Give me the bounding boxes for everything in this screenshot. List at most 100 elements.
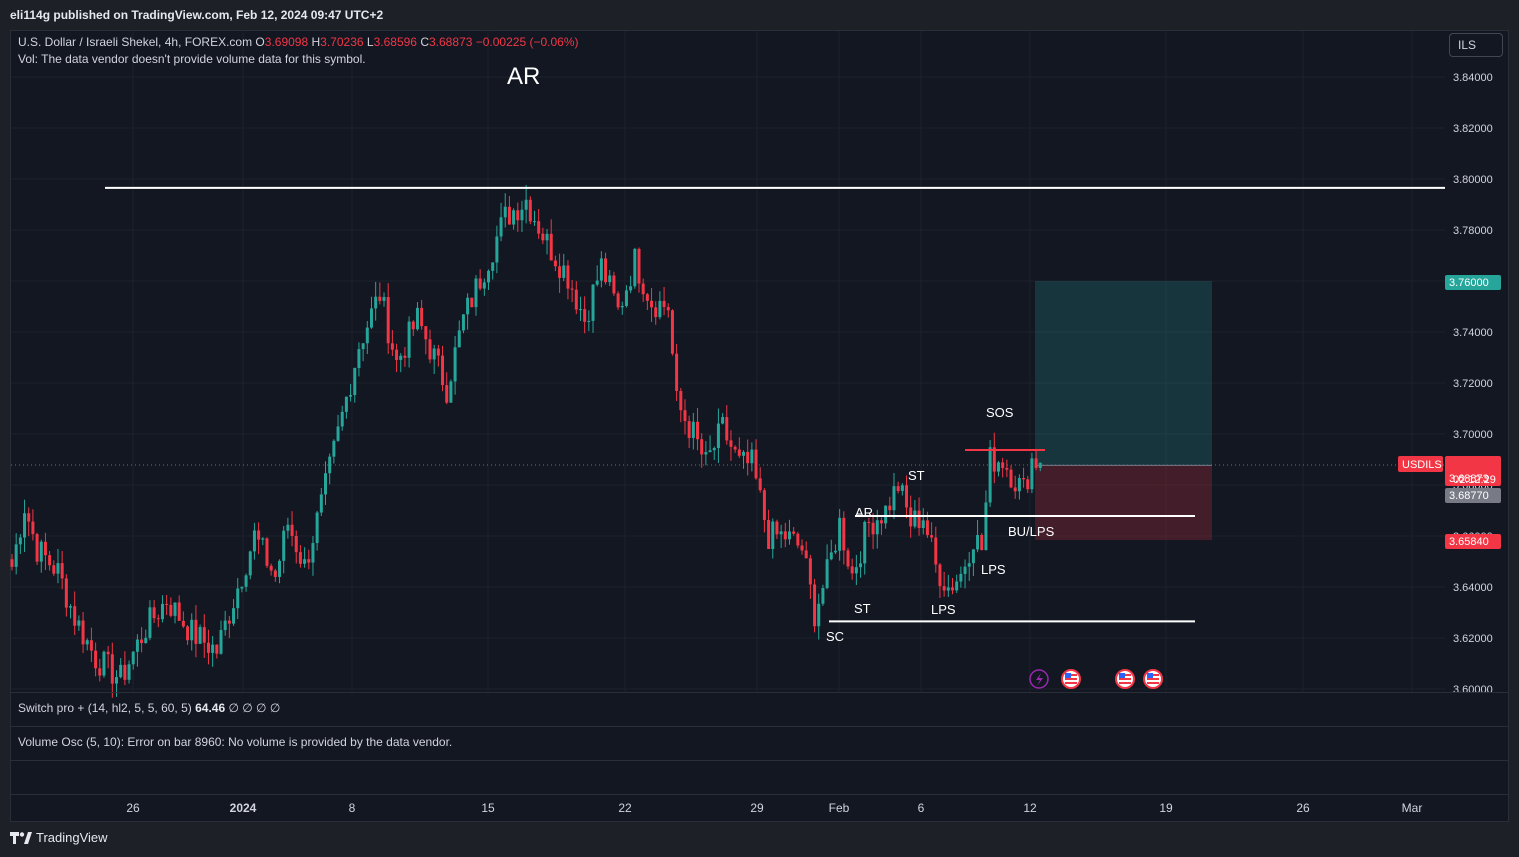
candle [683,399,687,435]
pane-separator[interactable] [10,692,1509,693]
candle [604,252,608,285]
x-tick-label: Mar [1402,801,1423,815]
candle [520,200,524,233]
x-tick-label: 26 [1296,801,1310,815]
candle [804,541,808,559]
candle-body [599,258,603,281]
candle [432,344,436,374]
candle [587,310,591,331]
y-tick-label: 3.64000 [1453,582,1493,594]
tradingview-footer[interactable]: TradingView [10,830,108,845]
candle [131,650,135,670]
candle [407,316,411,368]
candle [930,522,934,543]
candle-body [838,517,842,551]
candle [633,247,637,289]
candle [344,396,348,419]
candle [817,593,821,640]
candle-body [140,639,144,644]
event-icons [1029,669,1163,689]
candle-body [378,296,382,301]
pane-separator[interactable] [10,760,1509,761]
candle-body [905,485,909,508]
candle-body [35,534,39,562]
candles [10,184,1042,698]
candle [357,342,361,377]
candle-body [624,290,628,306]
pane-separator[interactable] [10,726,1509,727]
candle [399,353,403,373]
candle-body [913,510,917,527]
candle [696,407,700,451]
tradingview-brand: TradingView [36,830,108,845]
us-flag-stripe [1147,678,1159,680]
currency-button[interactable]: ILS [1449,33,1503,57]
candle-body [645,294,649,301]
candle-body [340,411,344,427]
candle-body [528,199,532,222]
candle [980,533,984,551]
candle [808,554,812,599]
candle [252,522,256,560]
candle [43,532,47,570]
us-flag-stripe [1119,678,1131,680]
candle-body [578,309,582,311]
candle [599,251,603,288]
candle [361,343,365,362]
candle [390,329,394,357]
candle [449,379,453,403]
candle-body [629,286,633,291]
candle-body [499,217,503,237]
candle-body [198,627,202,644]
candle [1005,459,1009,478]
candle [144,629,148,644]
candle [395,343,399,373]
open-value: 3.69098 [264,35,309,49]
x-tick-label: 12 [1023,801,1037,815]
candle [666,303,670,318]
tradingview-logo-icon [10,831,32,844]
candle-body [792,531,796,534]
candle-body [219,630,223,654]
candle-body [156,618,160,620]
candle-body [562,265,566,278]
candle [654,301,658,325]
candle [102,650,106,678]
candle-body [265,538,269,566]
candle [14,533,18,575]
candle-body [382,296,386,301]
candle [583,296,587,334]
candle [227,616,231,639]
candle-body [110,654,114,684]
candle [754,439,758,480]
high-label: H [311,35,321,49]
candle-body [60,563,64,579]
candle-body [48,555,52,566]
entry-price-tag: 3.68770 [1445,488,1501,503]
annotation-label: SC [826,629,844,644]
us-flag-stripe [1065,682,1077,684]
candle [913,500,917,529]
countdown-label: 02:12:29 [1453,474,1496,486]
candle [206,629,210,665]
candle-body [574,289,578,310]
candle-body [131,651,135,665]
candle [921,508,925,535]
stop-zone [1035,465,1212,541]
candle-body [106,651,110,655]
candle [675,343,679,401]
candle [934,526,938,573]
candle [236,578,240,620]
candle [135,634,139,667]
candle-body [813,584,817,627]
candle [679,388,683,423]
candle [181,611,185,628]
candle [386,283,390,354]
candle [516,202,520,232]
candle-body [31,521,35,535]
candle [591,283,595,333]
candle-body [257,530,261,540]
candle [482,278,486,296]
candle [946,574,950,597]
